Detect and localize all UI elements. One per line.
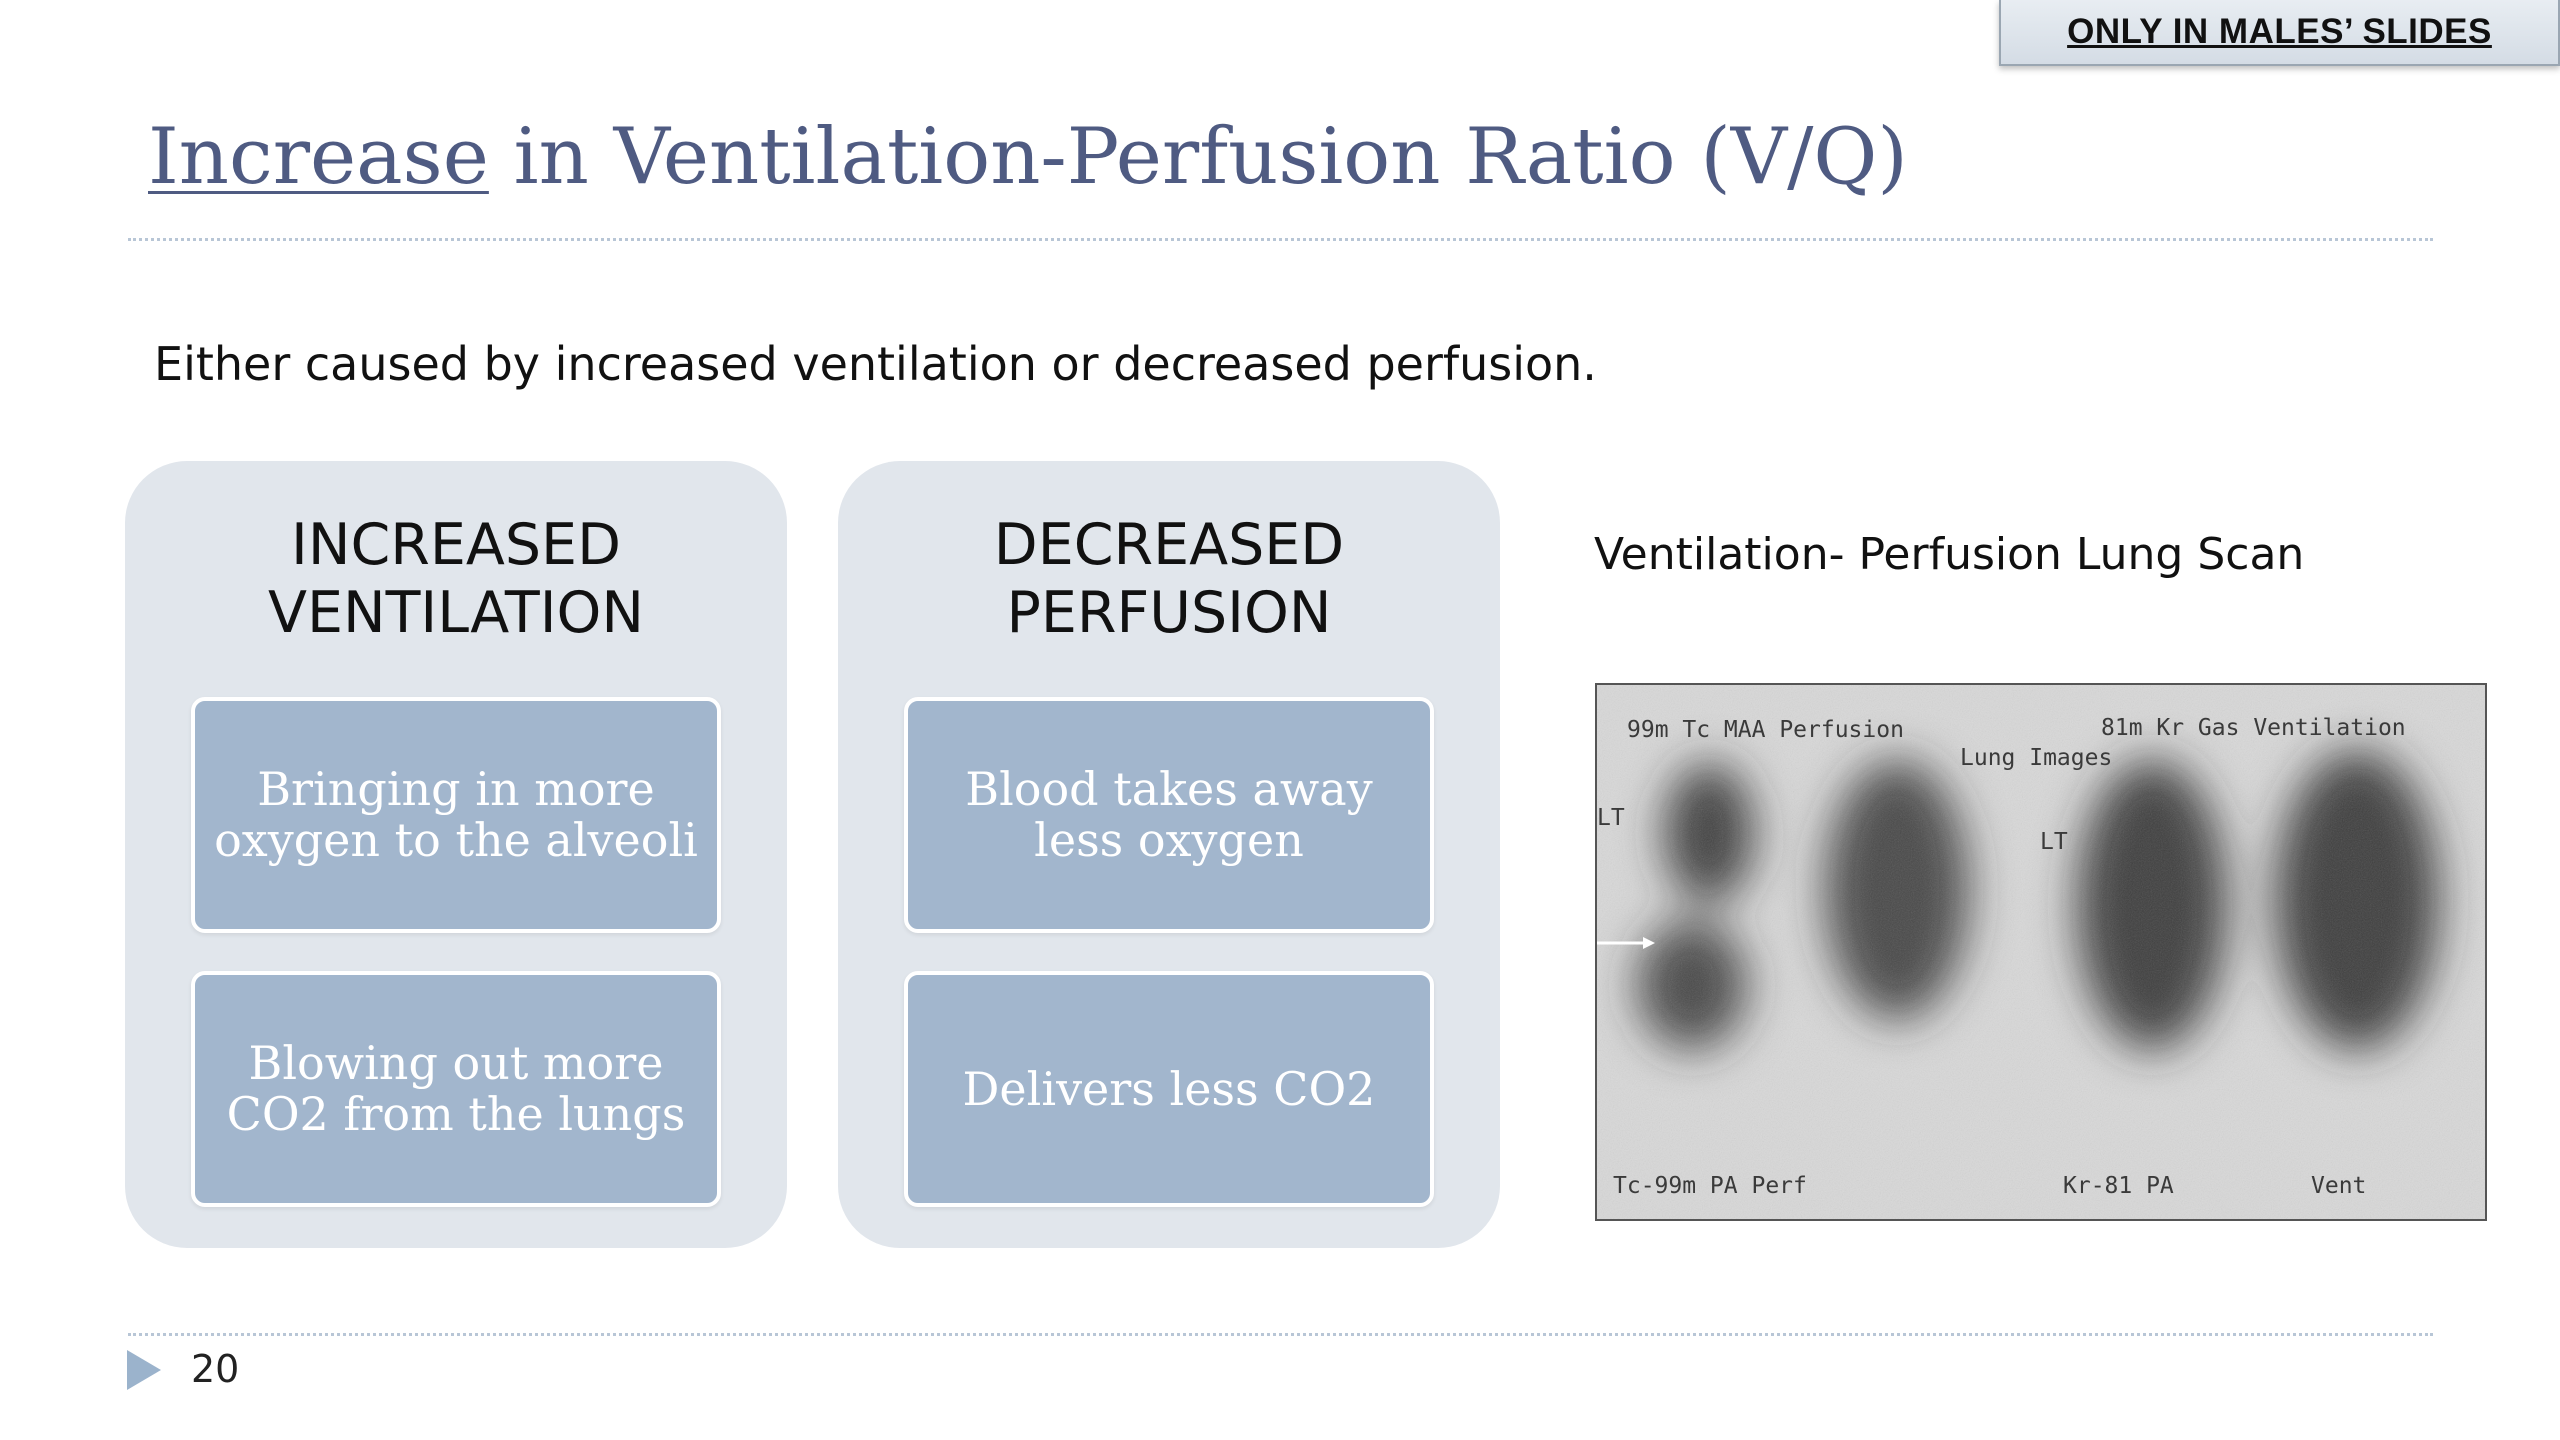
badge-label: ONLY IN MALES’ SLIDES	[2067, 12, 2492, 51]
title-divider	[128, 238, 2433, 241]
males-only-badge: ONLY IN MALES’ SLIDES	[1999, 0, 2560, 66]
lt-left-label: LT	[1597, 805, 1625, 831]
title-underlined-word: Increase	[148, 112, 489, 202]
lt-right-label: LT	[2040, 829, 2068, 855]
vent-footer-label: Vent	[2311, 1173, 2367, 1199]
ventilation-header-label: 81m Kr Gas Ventilation	[2101, 715, 2406, 741]
panel-card: Bringing in more oxygen to the alveoli	[191, 697, 721, 933]
panel-heading: DECREASED PERFUSION	[993, 512, 1345, 646]
lung-scan-image: 99m Tc MAA Perfusion 81m Kr Gas Ventilat…	[1595, 683, 2487, 1221]
scan-caption: Ventilation- Perfusion Lung Scan	[1594, 529, 2305, 580]
slide-title: Increase in Ventilation-Perfusion Ratio …	[148, 118, 2448, 196]
panel-card: Blood takes away less oxygen	[904, 697, 1434, 933]
card-text: Blood takes away less oxygen	[965, 762, 1373, 867]
ventilation-footer-label: Kr-81 PA	[2063, 1173, 2174, 1199]
increased-ventilation-panel: INCREASED VENTILATION Bringing in more o…	[125, 461, 787, 1248]
panel-card: Blowing out more CO2 from the lungs	[191, 971, 721, 1207]
title-rest: in Ventilation-Perfusion Ratio (V/Q)	[488, 112, 1908, 202]
card-text: Blowing out more CO2 from the lungs	[226, 1036, 686, 1141]
perfusion-footer-label: Tc-99m PA Perf	[1613, 1173, 1807, 1199]
perfusion-header-label: 99m Tc MAA Perfusion	[1627, 717, 1904, 743]
slide-subtitle: Either caused by increased ventilation o…	[154, 337, 1597, 391]
play-triangle-icon	[127, 1350, 161, 1390]
lung-images-label: Lung Images	[1960, 745, 2113, 771]
panel-card: Delivers less CO2	[904, 971, 1434, 1207]
panel-heading: INCREASED VENTILATION	[267, 512, 645, 646]
page-number: 20	[191, 1347, 240, 1391]
card-text: Delivers less CO2	[962, 1061, 1376, 1116]
footer-divider	[128, 1333, 2433, 1336]
lung-scan-graphic	[1597, 685, 2485, 1219]
card-text: Bringing in more oxygen to the alveoli	[214, 762, 698, 867]
decreased-perfusion-panel: DECREASED PERFUSION Blood takes away les…	[838, 461, 1500, 1248]
